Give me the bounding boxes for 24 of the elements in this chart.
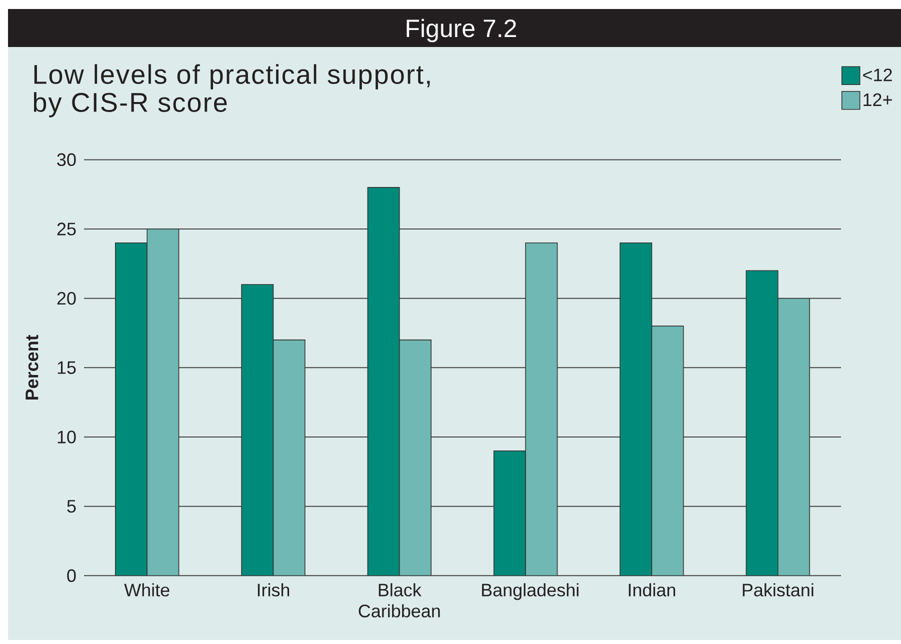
- y-tick-label: 0: [67, 569, 76, 582]
- legend-label: <12: [863, 68, 892, 82]
- y-tick-label: 20: [57, 292, 76, 305]
- bar: [399, 340, 432, 576]
- x-tick-label: Black Caribbean: [358, 583, 440, 618]
- y-axis-title: Percent: [26, 334, 38, 400]
- bar: [525, 242, 558, 576]
- y-tick-label: 10: [58, 430, 76, 444]
- x-tick-label: White: [124, 583, 170, 596]
- chart-title: Figure 7.2: [406, 18, 516, 42]
- bar: [272, 340, 306, 576]
- y-tick-label: 30: [57, 153, 76, 166]
- x-tick-label: Pakistani: [742, 583, 814, 596]
- x-tick-label: Irish: [258, 583, 290, 596]
- y-tick-label: 15: [58, 361, 76, 374]
- x-tick-label: Indian: [628, 583, 676, 596]
- bar: [778, 298, 810, 576]
- chart-subtitle: Low levels of practical support, by CIS-R score: [34, 64, 430, 118]
- bar: [146, 228, 180, 576]
- y-tick-label: 5: [67, 500, 76, 513]
- legend-label: 12+: [864, 93, 892, 106]
- x-tick-label: Bangladeshi: [482, 583, 578, 600]
- y-tick-label: 25: [57, 222, 76, 236]
- bar: [651, 326, 684, 576]
